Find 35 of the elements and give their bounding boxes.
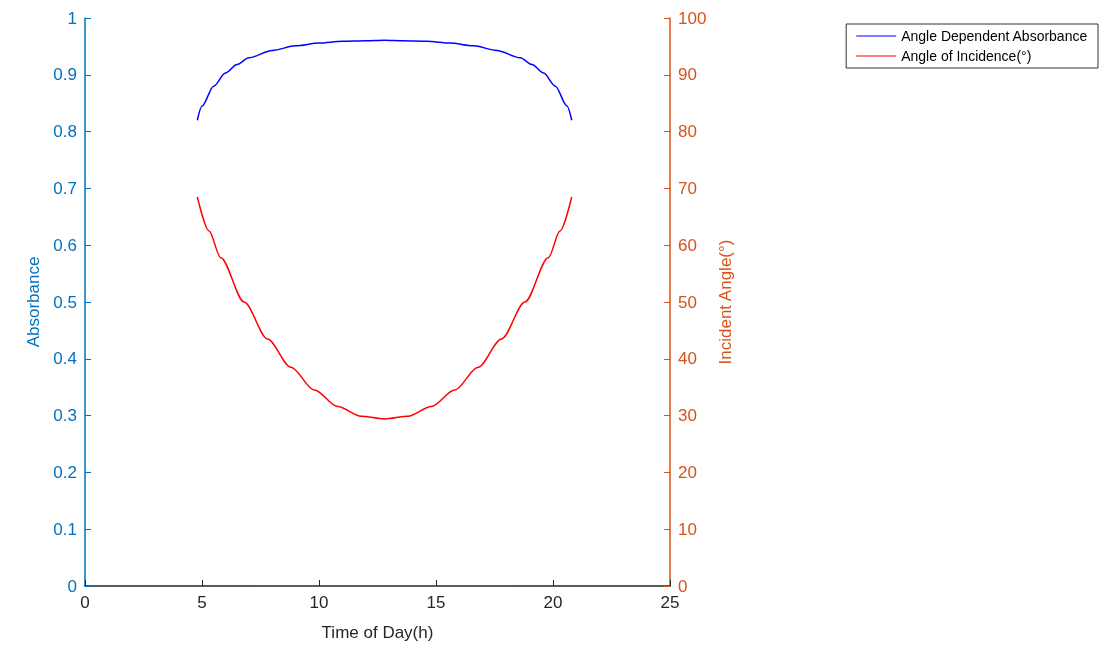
y-tick-label: 0.9 bbox=[53, 65, 77, 85]
y-tick-label: 0.7 bbox=[53, 178, 77, 198]
x-axis-title: Time of Day(h) bbox=[321, 623, 434, 642]
legend-label: Angle Dependent Absorbance bbox=[901, 28, 1088, 44]
x-tick-label: 10 bbox=[309, 593, 329, 612]
x-tick-label: 20 bbox=[543, 593, 563, 612]
y-tick-label: 0.3 bbox=[53, 406, 77, 426]
y-tick-label: 0.2 bbox=[53, 462, 77, 482]
y-tick-label: 0.8 bbox=[53, 122, 77, 142]
y-tick-label: 0.6 bbox=[53, 235, 77, 255]
x-tick-label: 25 bbox=[660, 593, 680, 612]
line-series bbox=[196, 39, 573, 121]
y2-tick-label: 90 bbox=[678, 65, 697, 85]
y2-tick-label: 100 bbox=[678, 8, 707, 28]
line-series bbox=[196, 196, 573, 420]
y-tick-label: 0.1 bbox=[53, 519, 77, 539]
y2-tick-label: 70 bbox=[678, 178, 697, 198]
x-tick-label: 0 bbox=[80, 593, 90, 612]
y-axis-title: Absorbance bbox=[24, 256, 44, 348]
y2-tick-label: 50 bbox=[678, 292, 697, 312]
x-tick-label: 5 bbox=[197, 593, 207, 612]
y2-tick-label: 40 bbox=[678, 349, 697, 369]
y2-tick-label: 60 bbox=[678, 235, 697, 255]
y2-tick-label: 80 bbox=[678, 122, 697, 142]
y2-tick-label: 0 bbox=[678, 576, 688, 596]
y2-tick-label: 30 bbox=[678, 406, 697, 426]
y2-tick-label: 20 bbox=[678, 462, 697, 482]
legend-label: Angle of Incidence(°) bbox=[901, 48, 1032, 64]
y2-axis-title: Incident Angle(°) bbox=[716, 239, 736, 365]
y-tick-label: 1 bbox=[67, 8, 77, 28]
y-tick-label: 0 bbox=[67, 576, 77, 596]
x-tick-label: 15 bbox=[426, 593, 446, 612]
y-tick-label: 0.4 bbox=[53, 349, 77, 369]
y2-tick-label: 10 bbox=[678, 519, 697, 539]
y-tick-label: 0.5 bbox=[53, 292, 77, 312]
